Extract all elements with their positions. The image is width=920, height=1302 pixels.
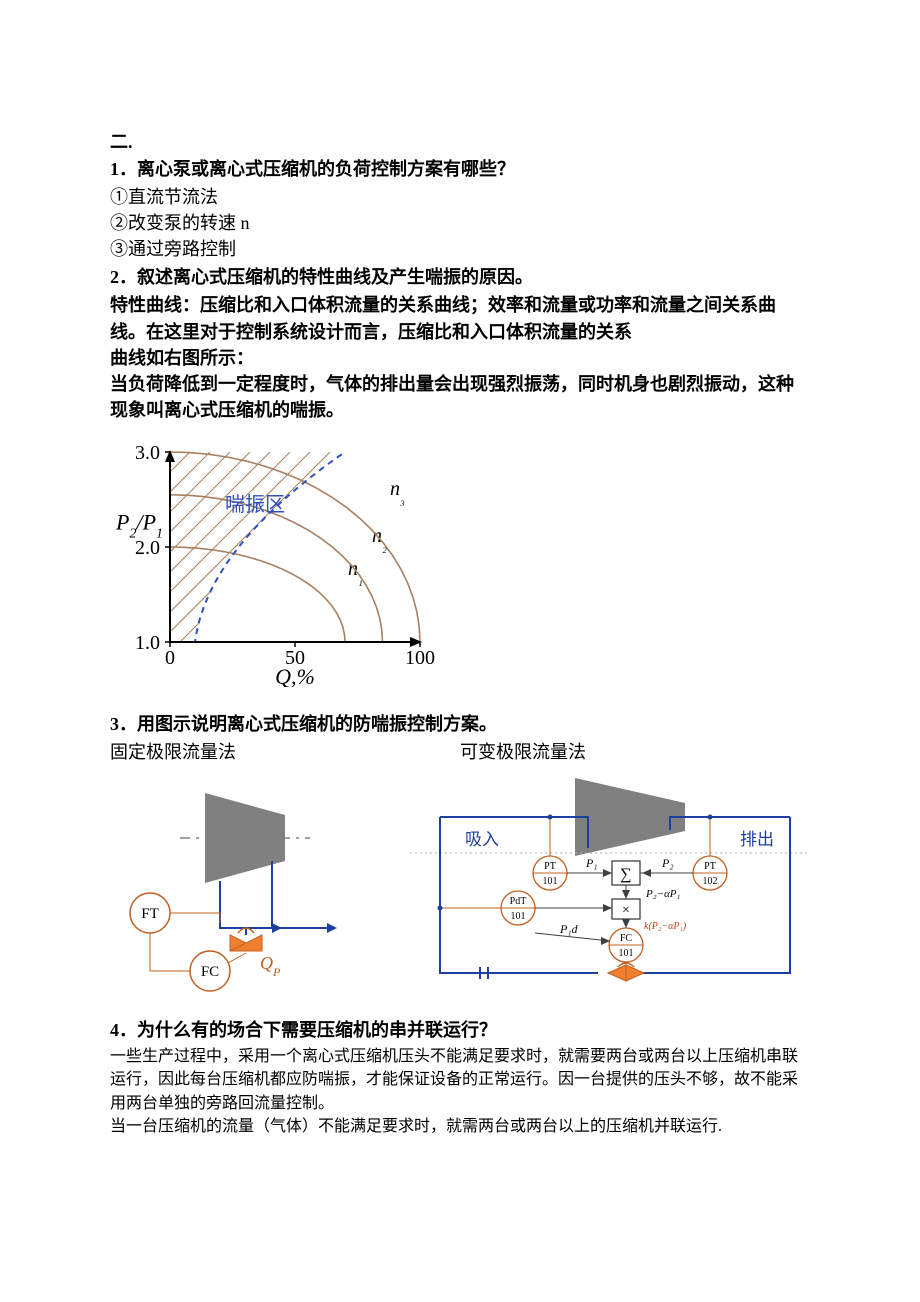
- q1-item-1: ①直流节流法: [110, 184, 810, 210]
- q1-item-3: ③通过旁路控制: [110, 236, 810, 262]
- svg-text:×: ×: [622, 903, 630, 918]
- svg-text:P₁: P₁: [585, 856, 598, 870]
- diagram-right-col: 吸入 排出 PT 101 PT 102 PdT 101 ∑ × FC 101 P₁ P₂ P₂−αP₁ P₁d…: [410, 773, 810, 993]
- svg-text:101: 101: [511, 911, 526, 922]
- svg-text:FC: FC: [620, 933, 633, 944]
- q4-heading: 4．为什么有的场合下需要压缩机的串并联运行？: [110, 1017, 810, 1043]
- svg-text:QP: QP: [260, 953, 281, 979]
- fixed-limit-diagram: FT FC QP: [110, 773, 390, 993]
- diagram-row: FT FC QP 吸入 排出 PT 101 PT 102 PdT 101 ∑ × FC 101 P₁ P₂ P₂…: [110, 773, 810, 993]
- q3-caption-left: 固定极限流量法: [110, 739, 460, 765]
- svg-text:FC: FC: [201, 964, 219, 980]
- q4-p1: 一些生产过程中，采用一个离心式压缩机压头不能满足要求时，就需要两台或两台以上压缩…: [110, 1045, 810, 1115]
- q3-caption-right: 可变极限流量法: [460, 739, 810, 765]
- q2-p1: 特性曲线：压缩比和入口体积流量的关系曲线；效率和流量或功率和流量之间关系曲线。在…: [110, 292, 810, 344]
- svg-text:3.0: 3.0: [135, 442, 160, 464]
- q3-heading: 3．用图示说明离心式压缩机的防喘振控制方案。: [110, 711, 810, 737]
- svg-text:FT: FT: [141, 906, 159, 922]
- document-page: 二. 1．离心泵或离心式压缩机的负荷控制方案有哪些？ ①直流节流法 ②改变泵的转…: [0, 0, 920, 1178]
- svg-text:n₃: n₃: [390, 478, 405, 507]
- q2-p3: 当负荷降低到一定程度时，气体的排出量会出现强烈振荡，同时机身也剧烈振动，这种现象…: [110, 371, 810, 423]
- svg-text:P₂−αP₁: P₂−αP₁: [645, 888, 680, 900]
- diagram-left-col: FT FC QP: [110, 773, 390, 993]
- svg-text:PdT: PdT: [510, 896, 527, 907]
- q2-heading: 2．叙述离心式压缩机的特性曲线及产生喘振的原因。: [110, 264, 810, 290]
- svg-text:Q,%: Q,%: [275, 664, 315, 687]
- variable-limit-diagram: 吸入 排出 PT 101 PT 102 PdT 101 ∑ × FC 101 P₁ P₂ P₂−αP₁ P₁d…: [410, 773, 810, 993]
- svg-text:PT: PT: [704, 861, 716, 872]
- svg-text:喘振区: 喘振区: [225, 493, 285, 516]
- section-marker: 二.: [110, 128, 810, 154]
- svg-text:101: 101: [619, 948, 634, 959]
- surge-chart-svg: n₁n₂n₃喘振区1.02.03.0050100Q,%P2/P1: [110, 437, 440, 687]
- q1-heading: 1．离心泵或离心式压缩机的负荷控制方案有哪些？: [110, 156, 810, 182]
- svg-text:吸入: 吸入: [465, 830, 499, 849]
- svg-text:P₁d: P₁d: [559, 922, 579, 936]
- svg-text:102: 102: [703, 876, 718, 887]
- surge-chart-figure: n₁n₂n₃喘振区1.02.03.0050100Q,%P2/P1: [110, 437, 810, 687]
- svg-text:100: 100: [405, 647, 435, 669]
- svg-text:1.0: 1.0: [135, 632, 160, 654]
- svg-text:排出: 排出: [740, 830, 774, 849]
- svg-text:P₂: P₂: [661, 856, 674, 870]
- svg-text:n₁: n₁: [348, 558, 363, 587]
- svg-text:∑: ∑: [620, 866, 631, 883]
- svg-text:101: 101: [543, 876, 558, 887]
- q4-p2: 当一台压缩机的流量（气体）不能满足要求时，就需两台或两台以上的压缩机并联运行.: [110, 1115, 810, 1138]
- svg-text:k(P₂−αP₁): k(P₂−αP₁): [644, 921, 687, 932]
- svg-text:PT: PT: [544, 861, 556, 872]
- q2-p2: 曲线如右图所示：: [110, 345, 810, 371]
- svg-text:0: 0: [165, 647, 175, 669]
- q1-item-2: ②改变泵的转速 n: [110, 210, 810, 236]
